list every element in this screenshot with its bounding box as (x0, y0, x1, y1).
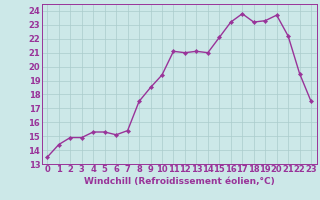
X-axis label: Windchill (Refroidissement éolien,°C): Windchill (Refroidissement éolien,°C) (84, 177, 275, 186)
